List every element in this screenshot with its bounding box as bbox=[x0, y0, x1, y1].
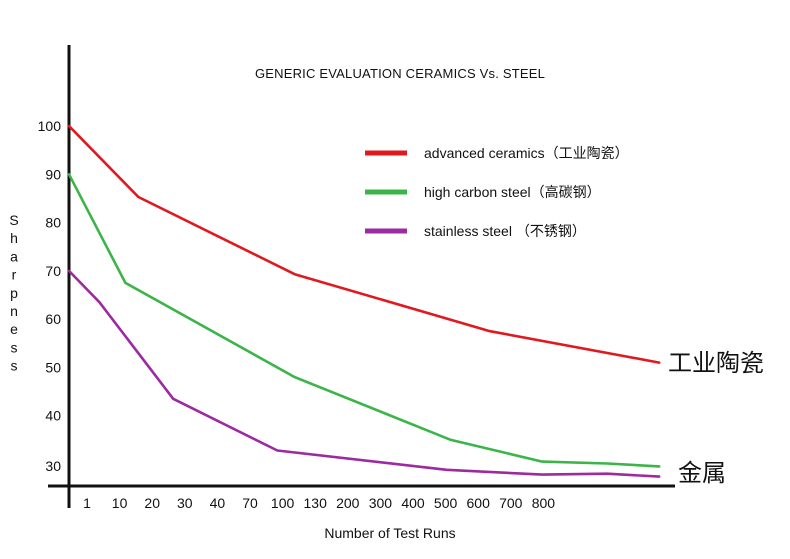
y-axis-label-letter: h bbox=[10, 230, 18, 246]
series-line-0 bbox=[67, 124, 661, 364]
legend-label-2: stainless steel （不锈钢） bbox=[424, 223, 586, 239]
x-tick-label: 400 bbox=[401, 495, 425, 511]
x-tick-label: 20 bbox=[144, 495, 160, 511]
x-tick-label: 130 bbox=[304, 495, 328, 511]
y-axis-label-letter: p bbox=[10, 285, 18, 301]
annotation-metal: 金属 bbox=[678, 460, 726, 487]
y-axis-label-letter: r bbox=[12, 267, 17, 283]
legend-label-0: advanced ceramics（工业陶瓷） bbox=[424, 145, 629, 161]
y-tick-label: 90 bbox=[45, 166, 61, 182]
y-axis-label-letter: s bbox=[11, 339, 18, 355]
x-tick-label: 600 bbox=[467, 495, 491, 511]
series-line-1 bbox=[67, 173, 661, 468]
annotation-ceramics: 工业陶瓷 bbox=[668, 350, 764, 377]
x-axis-label: Number of Test Runs bbox=[324, 525, 455, 541]
x-tick-label: 700 bbox=[499, 495, 523, 511]
y-tick-label: 30 bbox=[45, 458, 61, 474]
y-axis-label-letter: s bbox=[11, 358, 18, 374]
x-tick-label: 100 bbox=[271, 495, 295, 511]
y-tick-label: 60 bbox=[45, 311, 61, 327]
chart-title: GENERIC EVALUATION CERAMICS Vs. STEEL bbox=[255, 66, 545, 81]
x-tick-label: 800 bbox=[532, 495, 556, 511]
y-axis-label-letter: a bbox=[10, 248, 18, 264]
x-tick-label: 40 bbox=[210, 495, 226, 511]
y-axis-label-letter: S bbox=[9, 212, 18, 228]
y-tick-label: 80 bbox=[45, 215, 61, 231]
x-tick-labels: 1 10 20 30 40 70 100 130 200 300 400 500 600 700 800 bbox=[83, 495, 555, 511]
series-line-2 bbox=[67, 269, 661, 478]
series-lines bbox=[67, 124, 661, 478]
y-axis-label-letter: e bbox=[10, 321, 18, 337]
y-axis-label-letter: n bbox=[10, 303, 18, 319]
x-tick-label: 500 bbox=[434, 495, 458, 511]
x-tick-label: 1 bbox=[83, 495, 91, 511]
y-tick-label: 40 bbox=[45, 408, 61, 424]
x-tick-label: 200 bbox=[336, 495, 360, 511]
x-tick-label: 70 bbox=[242, 495, 258, 511]
x-tick-label: 300 bbox=[369, 495, 393, 511]
x-tick-label: 10 bbox=[112, 495, 128, 511]
legend-label-1: high carbon steel（高碳钢） bbox=[424, 184, 601, 200]
y-tick-label: 70 bbox=[45, 263, 61, 279]
y-tick-label: 50 bbox=[45, 359, 61, 375]
y-tick-label: 100 bbox=[38, 118, 62, 134]
y-tick-labels: 30 40 50 60 70 80 90 100 bbox=[38, 118, 62, 474]
legend: advanced ceramics（工业陶瓷） high carbon steel… bbox=[365, 145, 629, 239]
x-tick-label: 30 bbox=[177, 495, 193, 511]
